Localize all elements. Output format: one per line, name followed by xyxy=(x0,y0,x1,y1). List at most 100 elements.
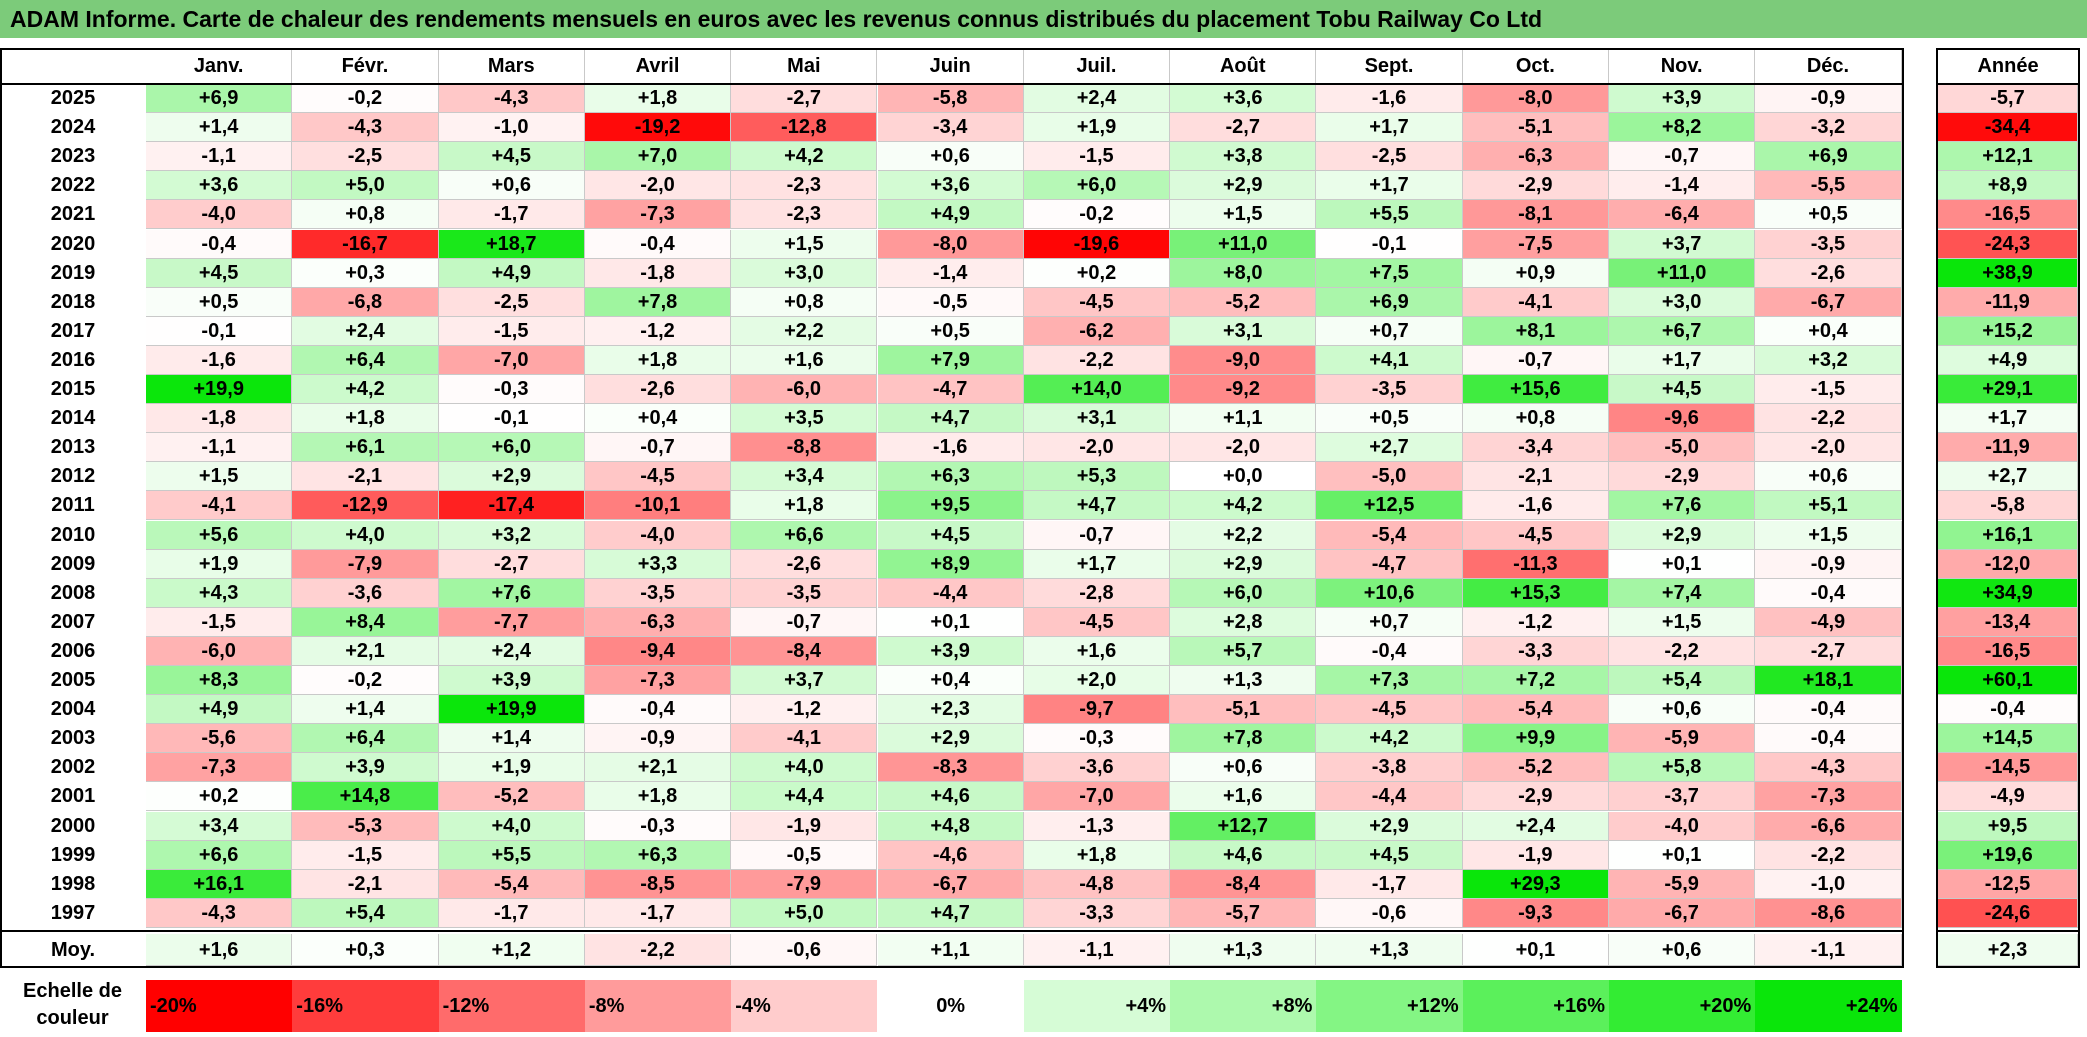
heatmap-cell: +6,0 xyxy=(1023,171,1171,201)
heatmap-cell: -5,5 xyxy=(1755,171,1902,201)
heatmap-cell: +6,6 xyxy=(146,840,293,870)
heatmap-cell: +2,4 xyxy=(1023,84,1171,114)
heatmap-cell: +8,9 xyxy=(877,549,1024,579)
heatmap-cell: -2,7 xyxy=(731,84,878,114)
heatmap-cell: -4,1 xyxy=(146,491,293,521)
heatmap-cell: -1,9 xyxy=(731,811,878,841)
heatmap-cell: -2,6 xyxy=(731,549,878,579)
heatmap-cell: -0,5 xyxy=(731,840,878,870)
color-scale-swatch: +4% xyxy=(1023,980,1171,1032)
year-label: 2002 xyxy=(0,753,146,783)
heatmap-cell: +7,8 xyxy=(1170,724,1317,754)
heatmap-cell: +7,2 xyxy=(1462,666,1609,696)
heatmap-cell: +1,5 xyxy=(146,462,293,492)
month-header: Août xyxy=(1170,48,1317,84)
annual-cell: -11,9 xyxy=(1938,433,2078,463)
heatmap-cell: -1,5 xyxy=(292,840,439,870)
annual-cell: -16,5 xyxy=(1938,636,2078,666)
month-header: Oct. xyxy=(1462,48,1609,84)
heatmap-cell: +8,2 xyxy=(1609,113,1756,143)
heatmap-cell: +1,5 xyxy=(1755,520,1902,550)
average-label: Moy. xyxy=(0,933,146,966)
heatmap-cell: -8,0 xyxy=(1462,84,1609,114)
month-header: Mai xyxy=(731,48,878,84)
heatmap-cell: -5,9 xyxy=(1609,724,1756,754)
annual-cell: -14,5 xyxy=(1938,753,2078,783)
month-header: Avril xyxy=(584,48,732,84)
heatmap-cell: +2,4 xyxy=(292,316,439,346)
heatmap-cell: +3,6 xyxy=(146,171,293,201)
heatmap-cell: -2,0 xyxy=(1170,433,1317,463)
heatmap-cell: +0,9 xyxy=(1462,258,1609,288)
heatmap-cell: -0,4 xyxy=(1316,636,1463,666)
heatmap-cell: -4,5 xyxy=(1023,287,1171,317)
heatmap-cell: +2,1 xyxy=(292,636,439,666)
heatmap-cell: +4,5 xyxy=(146,258,293,288)
color-scale-swatch: +20% xyxy=(1609,980,1756,1032)
heatmap-cell: +3,9 xyxy=(877,636,1024,666)
heatmap-cell: +0,6 xyxy=(1609,695,1756,725)
year-label: 2016 xyxy=(0,345,146,375)
heatmap-cell: +2,2 xyxy=(1170,520,1317,550)
heatmap-cell: -0,1 xyxy=(1316,229,1463,259)
heatmap-cell: -5,8 xyxy=(877,84,1024,114)
heatmap-cell: +7,4 xyxy=(1609,578,1756,608)
heatmap-cell: -0,4 xyxy=(146,229,293,259)
heatmap-cell: -4,1 xyxy=(731,724,878,754)
heatmap-cell: +29,3 xyxy=(1462,869,1609,899)
heatmap-cell: +0,5 xyxy=(146,287,293,317)
heatmap-cell: +12,7 xyxy=(1170,811,1317,841)
heatmap-cell: -1,6 xyxy=(1316,84,1463,114)
heatmap-cell: -4,5 xyxy=(1023,607,1171,637)
heatmap-cell: +15,6 xyxy=(1462,375,1609,405)
annual-cell: +1,7 xyxy=(1938,404,2078,434)
heatmap-cell: +1,8 xyxy=(584,345,732,375)
year-label: 2008 xyxy=(0,578,146,608)
heatmap-cell: -0,4 xyxy=(1755,578,1902,608)
heatmap-cell: +1,8 xyxy=(292,404,439,434)
heatmap-cell: +4,8 xyxy=(877,811,1024,841)
heatmap-cell: -3,5 xyxy=(1755,229,1902,259)
heatmap-cell: -4,7 xyxy=(1316,549,1463,579)
heatmap-cell: +2,9 xyxy=(877,724,1024,754)
heatmap-cell: +4,6 xyxy=(1170,840,1317,870)
average-cell: -0,6 xyxy=(731,933,878,966)
heatmap-cell: -6,0 xyxy=(731,375,878,405)
heatmap-cell: -1,7 xyxy=(1316,869,1463,899)
heatmap-cell: -4,5 xyxy=(584,462,732,492)
heatmap-cell: -2,9 xyxy=(1609,462,1756,492)
heatmap-cell: +0,6 xyxy=(1170,753,1317,783)
heatmap-cell: +4,7 xyxy=(1023,491,1171,521)
heatmap-cell: -7,7 xyxy=(438,607,585,637)
year-label: 2025 xyxy=(0,84,146,114)
heatmap-cell: -1,5 xyxy=(1023,142,1171,172)
year-label: 2003 xyxy=(0,724,146,754)
color-scale-swatch: -8% xyxy=(584,980,732,1032)
heatmap-cell: -2,3 xyxy=(731,171,878,201)
heatmap-cell: +4,9 xyxy=(146,695,293,725)
heatmap-cell: -2,7 xyxy=(438,549,585,579)
heatmap-cell: +4,0 xyxy=(731,753,878,783)
chart-title: ADAM Informe. Carte de chaleur des rende… xyxy=(0,0,2087,38)
heatmap-cell: +2,1 xyxy=(584,753,732,783)
year-label: 1999 xyxy=(0,840,146,870)
year-label: 2001 xyxy=(0,782,146,812)
heatmap-cell: +18,7 xyxy=(438,229,585,259)
heatmap-cell: -2,2 xyxy=(1755,404,1902,434)
color-scale-swatch: +12% xyxy=(1316,980,1463,1032)
heatmap-cell: -5,4 xyxy=(1316,520,1463,550)
heatmap-cell: -4,0 xyxy=(146,200,293,230)
heatmap-cell: -6,7 xyxy=(1609,898,1756,928)
year-label: 2012 xyxy=(0,462,146,492)
heatmap-cell: -0,6 xyxy=(1316,898,1463,928)
heatmap-cell: +0,0 xyxy=(1170,462,1317,492)
heatmap-cell: +1,6 xyxy=(731,345,878,375)
annual-cell: +2,7 xyxy=(1938,462,2078,492)
heatmap-cell: -4,9 xyxy=(1755,607,1902,637)
annual-cell: -5,7 xyxy=(1938,84,2078,114)
heatmap-cell: +6,6 xyxy=(731,520,878,550)
heatmap-cell: -6,0 xyxy=(146,636,293,666)
heatmap-cell: -7,0 xyxy=(1023,782,1171,812)
heatmap-cell: +0,4 xyxy=(584,404,732,434)
annual-cell: -0,4 xyxy=(1938,695,2078,725)
